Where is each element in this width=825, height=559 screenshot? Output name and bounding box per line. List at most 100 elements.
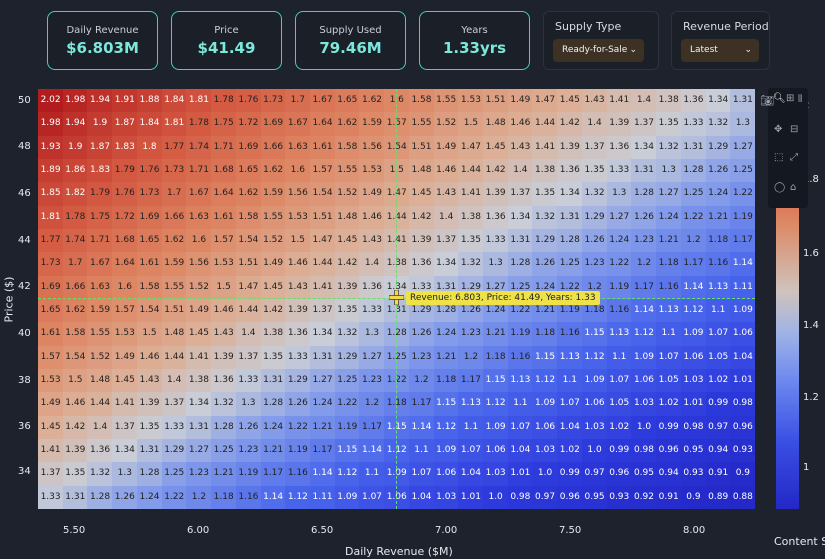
heatmap-cell: 1.14: [359, 439, 385, 463]
heatmap-cell: 1.27: [730, 135, 756, 160]
heatmap-cell: 1.63: [285, 135, 311, 160]
heatmap-cell: 1.39: [557, 135, 583, 160]
home-icon[interactable]: ⌂: [790, 182, 797, 193]
heatmap-cell: 1.55: [87, 322, 113, 347]
heatmap-cell: 1.27: [186, 439, 212, 463]
heatmap-cell: 0.98: [631, 439, 657, 463]
heatmap-cell: 1.37: [309, 299, 336, 323]
y-tick-label: 36: [18, 421, 31, 432]
heatmap-cell: 1.61: [211, 205, 237, 230]
select-box-icon[interactable]: ⬚: [774, 152, 784, 163]
heatmap-cell: 1.7: [62, 252, 88, 277]
heatmap-cell: 1.02: [557, 439, 583, 463]
heatmap-cell: 0.94: [705, 439, 731, 463]
heatmap-cell: 1.01: [507, 462, 533, 487]
heatmap-cell: 1.45: [483, 135, 509, 160]
heatmap-cell: 1.48: [334, 205, 360, 230]
heatmap-cell: 0.93: [606, 485, 632, 510]
heatmap-cell: 1.28: [507, 252, 533, 277]
heatmap-cell: 1.43: [359, 229, 385, 253]
heatmap-cell: 1.59: [87, 299, 113, 323]
heatmap-cell: 1.23: [581, 252, 608, 277]
heatmap-cell: 1.55: [433, 89, 459, 113]
heatmap-cell: 1.37: [38, 462, 64, 487]
heatmap-cell: 1.38: [260, 322, 286, 347]
heatmap-cell: 0.91: [656, 485, 682, 510]
heatmap-cell: 1.35: [532, 182, 558, 207]
zoom-icon[interactable]: 🔍︎: [773, 93, 786, 104]
heatmap-cell: 1.53: [211, 252, 237, 277]
heatmap-cell: 1.51: [483, 89, 509, 113]
heatmap-cell: 1.19: [285, 439, 311, 463]
plus-icon[interactable]: ⊞: [786, 93, 795, 104]
heatmap-cell: 0.96: [606, 462, 632, 487]
heatmap-cell: 1.29: [334, 345, 360, 370]
heatmap-cell: 1.35: [656, 112, 682, 137]
heatmap-cell: 1.37: [112, 415, 138, 440]
heatmap-cell: 1.71: [87, 229, 113, 253]
heatmap-cell: 1.36: [557, 159, 583, 183]
heatmap-cell: 1.16: [235, 485, 261, 510]
heatmap-cell: 1.73: [136, 182, 163, 207]
heatmap-cell: 1.12: [581, 345, 608, 370]
heatmap-cell: 1.27: [606, 205, 632, 230]
heatmap-cell: 1.61: [309, 135, 336, 160]
heatmap-cell: 1.78: [211, 89, 237, 113]
colorbar-tick: 1.6: [803, 248, 819, 259]
heatmap-cell: 1.81: [161, 112, 187, 137]
pan-icon[interactable]: ✥: [774, 124, 783, 135]
heatmap-cell: 1.39: [285, 299, 311, 323]
heatmap-cell: 1.3: [606, 182, 632, 207]
heatmap-cell: 1.26: [581, 229, 608, 253]
heatmap-cell: 1.31: [62, 485, 88, 510]
lasso-icon[interactable]: ◯: [774, 182, 786, 193]
minus-icon[interactable]: ⊟: [790, 124, 799, 135]
heatmap-cell: 1.12: [285, 485, 311, 510]
heatmap-cell: 1.56: [186, 252, 212, 277]
heatmap-cell: 1.56: [359, 135, 385, 160]
heatmap-cell: 1.35: [458, 229, 484, 253]
kpi-value: $41.49: [197, 39, 256, 57]
heatmap-cell: 0.88: [730, 485, 756, 510]
heatmap-cell: 1.24: [260, 415, 286, 440]
heatmap-cell: 1.09: [433, 439, 459, 463]
heatmap-cell: 1.41: [606, 89, 632, 113]
heatmap-cell: 1.1: [656, 322, 682, 347]
heatmap-cell: 1.37: [161, 392, 187, 417]
heatmap-cell: 1.32: [581, 182, 608, 207]
heatmap-cell: 1.3: [235, 392, 261, 417]
heatmap-cell: 1.36: [680, 89, 707, 113]
heatmap-cell: 1.44: [161, 345, 187, 370]
revenue-period-dropdown[interactable]: Latest ⌄: [681, 39, 759, 62]
heatmap-cell: 1.66: [260, 135, 286, 160]
heatmap-cell: 0.95: [680, 439, 707, 463]
heatmap-cell: 1.34: [557, 182, 583, 207]
heatmap-cell: 1.4: [161, 369, 187, 393]
heatmap-cell: 1.22: [680, 205, 707, 230]
heatmap-cell: 1.12: [532, 369, 558, 393]
heatmap-cell: 1.06: [483, 439, 509, 463]
heatmap-cell: 1.45: [112, 369, 138, 393]
heatmap-cell: 1.17: [730, 229, 756, 253]
heatmap-cell: 1.94: [87, 89, 113, 113]
heatmap-cell: 1.03: [581, 415, 608, 440]
supply-type-dropdown[interactable]: Ready-for-Sale ⌄: [553, 39, 644, 62]
heatmap-cell: 1.12: [483, 392, 509, 417]
heatmap-cell: 1.14: [730, 252, 756, 277]
reset-icon[interactable]: ⫴: [798, 94, 803, 105]
heatmap-cell: 1.65: [136, 229, 163, 253]
heatmap-cell: 1.67: [87, 252, 113, 277]
heatmap-cell: 1.62: [161, 229, 187, 253]
heatmap-cell: 1.33: [606, 159, 632, 183]
heatmap-cell: 1.03: [680, 369, 707, 393]
heatmap-cell: 1.33: [285, 345, 311, 370]
autoscale-icon[interactable]: ⤢: [790, 152, 798, 163]
heatmap-cell: 1.19: [507, 322, 533, 347]
heatmap-cell: 1.15: [433, 392, 459, 417]
heatmap-plot[interactable]: 2.02 1.98 1.94 1.91 1.88 1.84 1.81 1.78 1.76 1.73…: [38, 89, 756, 510]
heatmap-cell: 1.07: [507, 415, 533, 440]
heatmap-cell: 1.91: [112, 89, 138, 113]
supply-type-value: Ready-for-Sale: [562, 45, 628, 55]
heatmap-cell: 1.46: [433, 159, 459, 183]
camera-icon[interactable]: 📷︎: [760, 94, 774, 107]
